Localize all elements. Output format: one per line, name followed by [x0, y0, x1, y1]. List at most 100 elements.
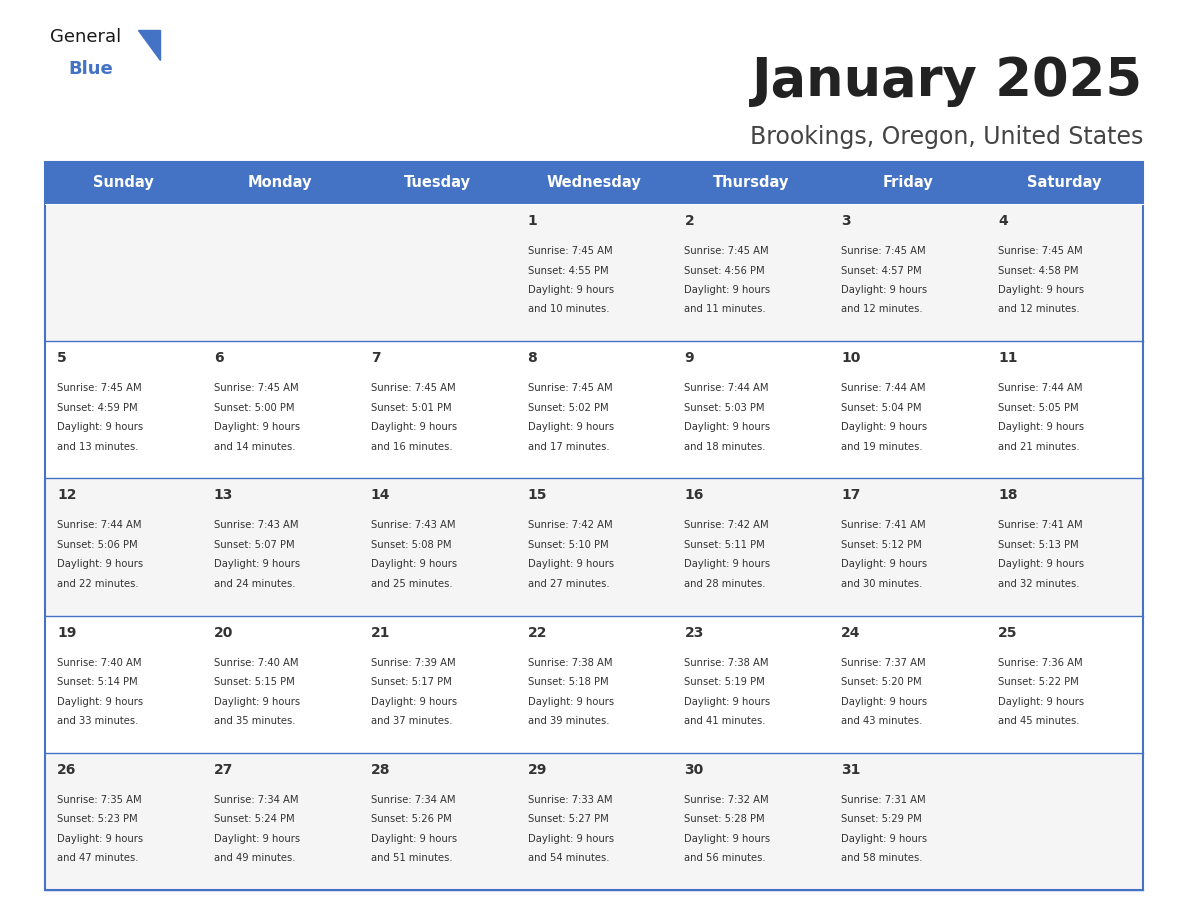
Text: Daylight: 9 hours: Daylight: 9 hours [841, 834, 928, 844]
Text: Sunrise: 7:42 AM: Sunrise: 7:42 AM [684, 521, 769, 531]
Text: Daylight: 9 hours: Daylight: 9 hours [527, 697, 614, 707]
Text: Sunrise: 7:41 AM: Sunrise: 7:41 AM [841, 521, 925, 531]
Bar [45, 616, 1143, 753]
Text: Sunrise: 7:45 AM: Sunrise: 7:45 AM [214, 383, 298, 393]
Text: and 22 minutes.: and 22 minutes. [57, 579, 139, 589]
Text: Sunset: 5:19 PM: Sunset: 5:19 PM [684, 677, 765, 687]
Text: and 39 minutes.: and 39 minutes. [527, 716, 609, 726]
Text: 14: 14 [371, 488, 390, 502]
Text: Thursday: Thursday [713, 175, 789, 191]
Text: Sunset: 5:29 PM: Sunset: 5:29 PM [841, 814, 922, 824]
Polygon shape [138, 30, 160, 60]
Text: Sunrise: 7:36 AM: Sunrise: 7:36 AM [998, 657, 1082, 667]
Text: Daylight: 9 hours: Daylight: 9 hours [684, 285, 771, 295]
Text: and 56 minutes.: and 56 minutes. [684, 854, 766, 863]
Text: and 21 minutes.: and 21 minutes. [998, 442, 1080, 452]
Text: 20: 20 [214, 625, 233, 640]
Text: General: General [50, 28, 121, 46]
Text: Daylight: 9 hours: Daylight: 9 hours [527, 285, 614, 295]
Text: Sunset: 4:55 PM: Sunset: 4:55 PM [527, 265, 608, 275]
Text: 10: 10 [841, 352, 860, 365]
Text: Sunrise: 7:38 AM: Sunrise: 7:38 AM [527, 657, 612, 667]
Bar [45, 204, 1143, 341]
Text: Sunrise: 7:40 AM: Sunrise: 7:40 AM [57, 657, 141, 667]
Text: and 49 minutes.: and 49 minutes. [214, 854, 296, 863]
Text: Daylight: 9 hours: Daylight: 9 hours [684, 559, 771, 569]
Text: 24: 24 [841, 625, 861, 640]
Text: 15: 15 [527, 488, 546, 502]
Text: and 19 minutes.: and 19 minutes. [841, 442, 923, 452]
Text: and 11 minutes.: and 11 minutes. [684, 305, 766, 315]
Text: Blue: Blue [68, 60, 113, 78]
Text: Sunrise: 7:45 AM: Sunrise: 7:45 AM [684, 246, 769, 256]
Text: 30: 30 [684, 763, 703, 777]
Text: and 16 minutes.: and 16 minutes. [371, 442, 453, 452]
Text: Daylight: 9 hours: Daylight: 9 hours [214, 559, 301, 569]
Bar [45, 162, 1143, 890]
Text: Sunset: 5:03 PM: Sunset: 5:03 PM [684, 403, 765, 413]
Text: 9: 9 [684, 352, 694, 365]
Text: Sunrise: 7:45 AM: Sunrise: 7:45 AM [998, 246, 1082, 256]
Text: Daylight: 9 hours: Daylight: 9 hours [998, 559, 1085, 569]
Text: Daylight: 9 hours: Daylight: 9 hours [527, 559, 614, 569]
Text: Daylight: 9 hours: Daylight: 9 hours [684, 697, 771, 707]
Text: Daylight: 9 hours: Daylight: 9 hours [57, 559, 143, 569]
Text: and 33 minutes.: and 33 minutes. [57, 716, 138, 726]
Text: 13: 13 [214, 488, 233, 502]
Text: 19: 19 [57, 625, 76, 640]
Text: and 45 minutes.: and 45 minutes. [998, 716, 1080, 726]
Text: Sunrise: 7:43 AM: Sunrise: 7:43 AM [371, 521, 455, 531]
Text: Sunrise: 7:44 AM: Sunrise: 7:44 AM [841, 383, 925, 393]
Text: Sunset: 5:10 PM: Sunset: 5:10 PM [527, 540, 608, 550]
Text: 7: 7 [371, 352, 380, 365]
Text: Sunrise: 7:43 AM: Sunrise: 7:43 AM [214, 521, 298, 531]
Text: and 24 minutes.: and 24 minutes. [214, 579, 296, 589]
Text: 25: 25 [998, 625, 1018, 640]
Text: Daylight: 9 hours: Daylight: 9 hours [841, 422, 928, 432]
Text: Sunset: 5:01 PM: Sunset: 5:01 PM [371, 403, 451, 413]
Text: Daylight: 9 hours: Daylight: 9 hours [684, 422, 771, 432]
Text: Sunrise: 7:34 AM: Sunrise: 7:34 AM [371, 795, 455, 805]
Text: 26: 26 [57, 763, 76, 777]
Text: Daylight: 9 hours: Daylight: 9 hours [57, 697, 143, 707]
Text: 5: 5 [57, 352, 67, 365]
Text: 28: 28 [371, 763, 390, 777]
Text: 4: 4 [998, 214, 1007, 228]
Text: Daylight: 9 hours: Daylight: 9 hours [57, 422, 143, 432]
Text: Sunrise: 7:45 AM: Sunrise: 7:45 AM [371, 383, 455, 393]
Text: and 13 minutes.: and 13 minutes. [57, 442, 139, 452]
Text: Sunset: 5:12 PM: Sunset: 5:12 PM [841, 540, 922, 550]
Text: Sunrise: 7:45 AM: Sunrise: 7:45 AM [57, 383, 141, 393]
Text: 29: 29 [527, 763, 546, 777]
Text: Sunset: 5:06 PM: Sunset: 5:06 PM [57, 540, 138, 550]
Text: Sunset: 5:04 PM: Sunset: 5:04 PM [841, 403, 922, 413]
Text: and 18 minutes.: and 18 minutes. [684, 442, 766, 452]
Text: Friday: Friday [883, 175, 933, 191]
Text: 6: 6 [214, 352, 223, 365]
Text: Daylight: 9 hours: Daylight: 9 hours [841, 285, 928, 295]
Text: Sunrise: 7:39 AM: Sunrise: 7:39 AM [371, 657, 455, 667]
Text: Tuesday: Tuesday [404, 175, 470, 191]
Text: Sunset: 4:59 PM: Sunset: 4:59 PM [57, 403, 138, 413]
Text: and 51 minutes.: and 51 minutes. [371, 854, 453, 863]
Text: Daylight: 9 hours: Daylight: 9 hours [57, 834, 143, 844]
Text: Sunset: 5:13 PM: Sunset: 5:13 PM [998, 540, 1079, 550]
Text: 2: 2 [684, 214, 694, 228]
Text: Daylight: 9 hours: Daylight: 9 hours [371, 834, 457, 844]
Text: Sunset: 5:02 PM: Sunset: 5:02 PM [527, 403, 608, 413]
Text: 8: 8 [527, 352, 537, 365]
Bar [45, 753, 1143, 890]
Text: and 12 minutes.: and 12 minutes. [998, 305, 1080, 315]
Text: 21: 21 [371, 625, 390, 640]
Text: Daylight: 9 hours: Daylight: 9 hours [214, 834, 301, 844]
Text: Daylight: 9 hours: Daylight: 9 hours [371, 559, 457, 569]
Text: 17: 17 [841, 488, 860, 502]
Text: and 58 minutes.: and 58 minutes. [841, 854, 923, 863]
Text: Daylight: 9 hours: Daylight: 9 hours [998, 285, 1085, 295]
Text: Sunset: 5:07 PM: Sunset: 5:07 PM [214, 540, 295, 550]
Text: Daylight: 9 hours: Daylight: 9 hours [998, 422, 1085, 432]
Text: Sunrise: 7:37 AM: Sunrise: 7:37 AM [841, 657, 925, 667]
Text: Sunset: 4:58 PM: Sunset: 4:58 PM [998, 265, 1079, 275]
Text: Sunset: 5:00 PM: Sunset: 5:00 PM [214, 403, 295, 413]
Text: and 27 minutes.: and 27 minutes. [527, 579, 609, 589]
